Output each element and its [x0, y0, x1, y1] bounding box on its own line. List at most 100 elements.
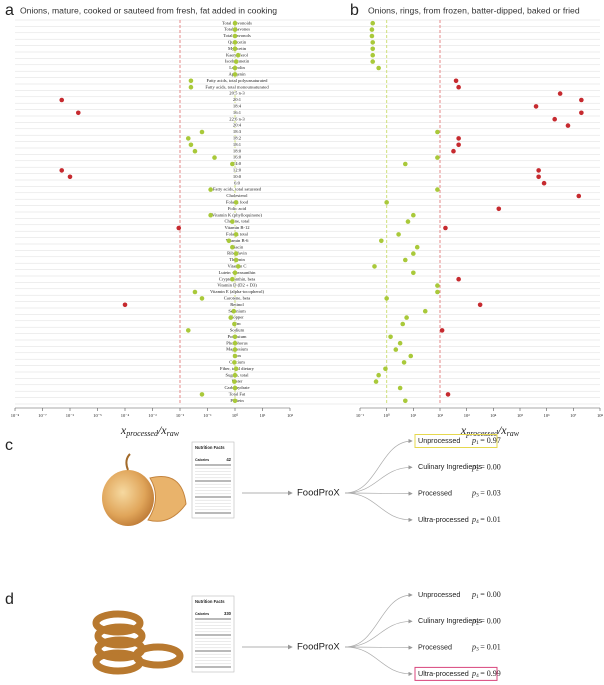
- point: [403, 161, 408, 167]
- prob-value: = 0.03: [480, 488, 501, 497]
- class-label: Processed: [418, 643, 452, 652]
- point: [230, 244, 235, 250]
- point: [435, 187, 440, 192]
- prob-symbol: p: [471, 669, 476, 678]
- point: [435, 129, 440, 135]
- nutrition-calories-label: Calories: [195, 612, 209, 616]
- point: [230, 276, 235, 282]
- point: [422, 308, 428, 314]
- point: [232, 321, 237, 327]
- point: [232, 72, 238, 77]
- x-tick-label: 10⁷: [570, 413, 577, 418]
- point: [231, 308, 237, 314]
- x-tick-label: 10⁻⁷: [38, 413, 47, 418]
- category-label: 12:0: [233, 167, 242, 172]
- x-tick-label: 10⁰: [384, 413, 391, 418]
- nutrition-label: [191, 595, 235, 673]
- point: [411, 251, 416, 256]
- point: [212, 155, 217, 160]
- nutrition-calories: 330: [224, 611, 232, 616]
- class-label: Culinary Ingredients: [418, 616, 482, 625]
- category-label: Fatty acids, total polyunsaturated: [207, 78, 269, 84]
- prob-index: 4: [476, 519, 479, 525]
- point: [477, 302, 483, 308]
- point: [232, 379, 237, 384]
- highlight-box: [414, 666, 498, 681]
- point: [122, 302, 128, 308]
- category-label: Sodium: [230, 327, 245, 332]
- point: [536, 168, 541, 173]
- point: [379, 238, 384, 244]
- prob-symbol: p: [471, 515, 476, 524]
- nutrition-title: Nutrition Facts: [195, 445, 225, 450]
- branch-arrow: [344, 491, 413, 496]
- category-label: Cholesterol: [226, 193, 248, 198]
- category-label: Fatty acids, total saturated: [213, 187, 262, 193]
- class-label: Processed: [418, 489, 452, 498]
- category-label: Folic acid: [228, 206, 247, 211]
- point: [233, 59, 239, 64]
- point: [199, 392, 205, 397]
- category-label: 14:0: [233, 161, 242, 166]
- category-label: Vitamin D (D2 + D3): [217, 283, 257, 288]
- prob-index: 4: [476, 673, 479, 679]
- point: [232, 46, 238, 52]
- point: [383, 366, 388, 372]
- prob-symbol: p: [471, 616, 476, 625]
- panel-title: Onions, rings, from frozen, batter-dippe…: [368, 5, 580, 15]
- branch-arrow: [344, 646, 413, 676]
- prob-value: = 0.00: [480, 616, 501, 625]
- point: [456, 276, 461, 282]
- point: [232, 40, 238, 45]
- branch-arrow: [344, 492, 413, 522]
- probability: p2 = 0.00: [471, 462, 501, 472]
- point: [232, 33, 238, 39]
- point: [401, 360, 407, 365]
- point: [397, 385, 403, 391]
- point: [443, 225, 448, 231]
- x-tick-label: 10⁻¹: [203, 413, 212, 418]
- x-axis-label-part: /x: [497, 423, 507, 437]
- category-label: 16:0: [233, 155, 242, 160]
- point: [232, 270, 238, 276]
- point: [230, 161, 235, 167]
- category-label: Water: [232, 379, 243, 384]
- x-axis-label: xprocessed/xraw: [460, 423, 520, 438]
- point: [232, 65, 238, 71]
- x-tick-label: 10¹: [260, 413, 267, 418]
- x-axis-label-part: processed: [465, 429, 499, 438]
- category-label: Vitamin E (alpha-tocopherol): [210, 289, 265, 294]
- category-label: 18:0: [233, 148, 242, 153]
- point: [370, 46, 376, 52]
- model-name: FoodProX: [297, 642, 340, 653]
- category-label: Carotene, beta: [224, 295, 251, 301]
- class-label: Unprocessed: [418, 590, 460, 599]
- branch-arrow: [344, 619, 413, 648]
- point: [369, 33, 375, 39]
- point: [370, 59, 376, 64]
- x-tick-label: 10⁸: [597, 413, 604, 418]
- point: [75, 110, 81, 116]
- category-label: 6:0: [234, 180, 241, 185]
- probability: p4 = 0.99: [471, 669, 501, 679]
- x-tick-label: 10⁰: [232, 413, 239, 418]
- nutrition-label: [191, 441, 235, 519]
- class-label: Culinary Ingredients: [418, 462, 482, 471]
- category-label: Luteolin: [229, 65, 245, 70]
- x-tick-label: 10⁻³: [148, 413, 157, 418]
- category-label: Retinol: [230, 302, 244, 307]
- food-image: [92, 610, 144, 636]
- category-label: Protein: [230, 398, 244, 403]
- food-image: [147, 476, 187, 522]
- probability: p3 = 0.01: [471, 642, 501, 652]
- panel-title: Onions, mature, cooked or sauteed from f…: [20, 5, 277, 15]
- category-label: Calcium: [229, 359, 245, 364]
- x-tick-label: 10²: [287, 413, 294, 418]
- branch-arrow: [344, 592, 413, 648]
- point: [59, 168, 65, 173]
- point: [376, 372, 381, 378]
- prob-index: 3: [476, 493, 479, 499]
- category-label: Selenium: [228, 308, 246, 313]
- food-image: [94, 623, 146, 649]
- point: [376, 65, 381, 71]
